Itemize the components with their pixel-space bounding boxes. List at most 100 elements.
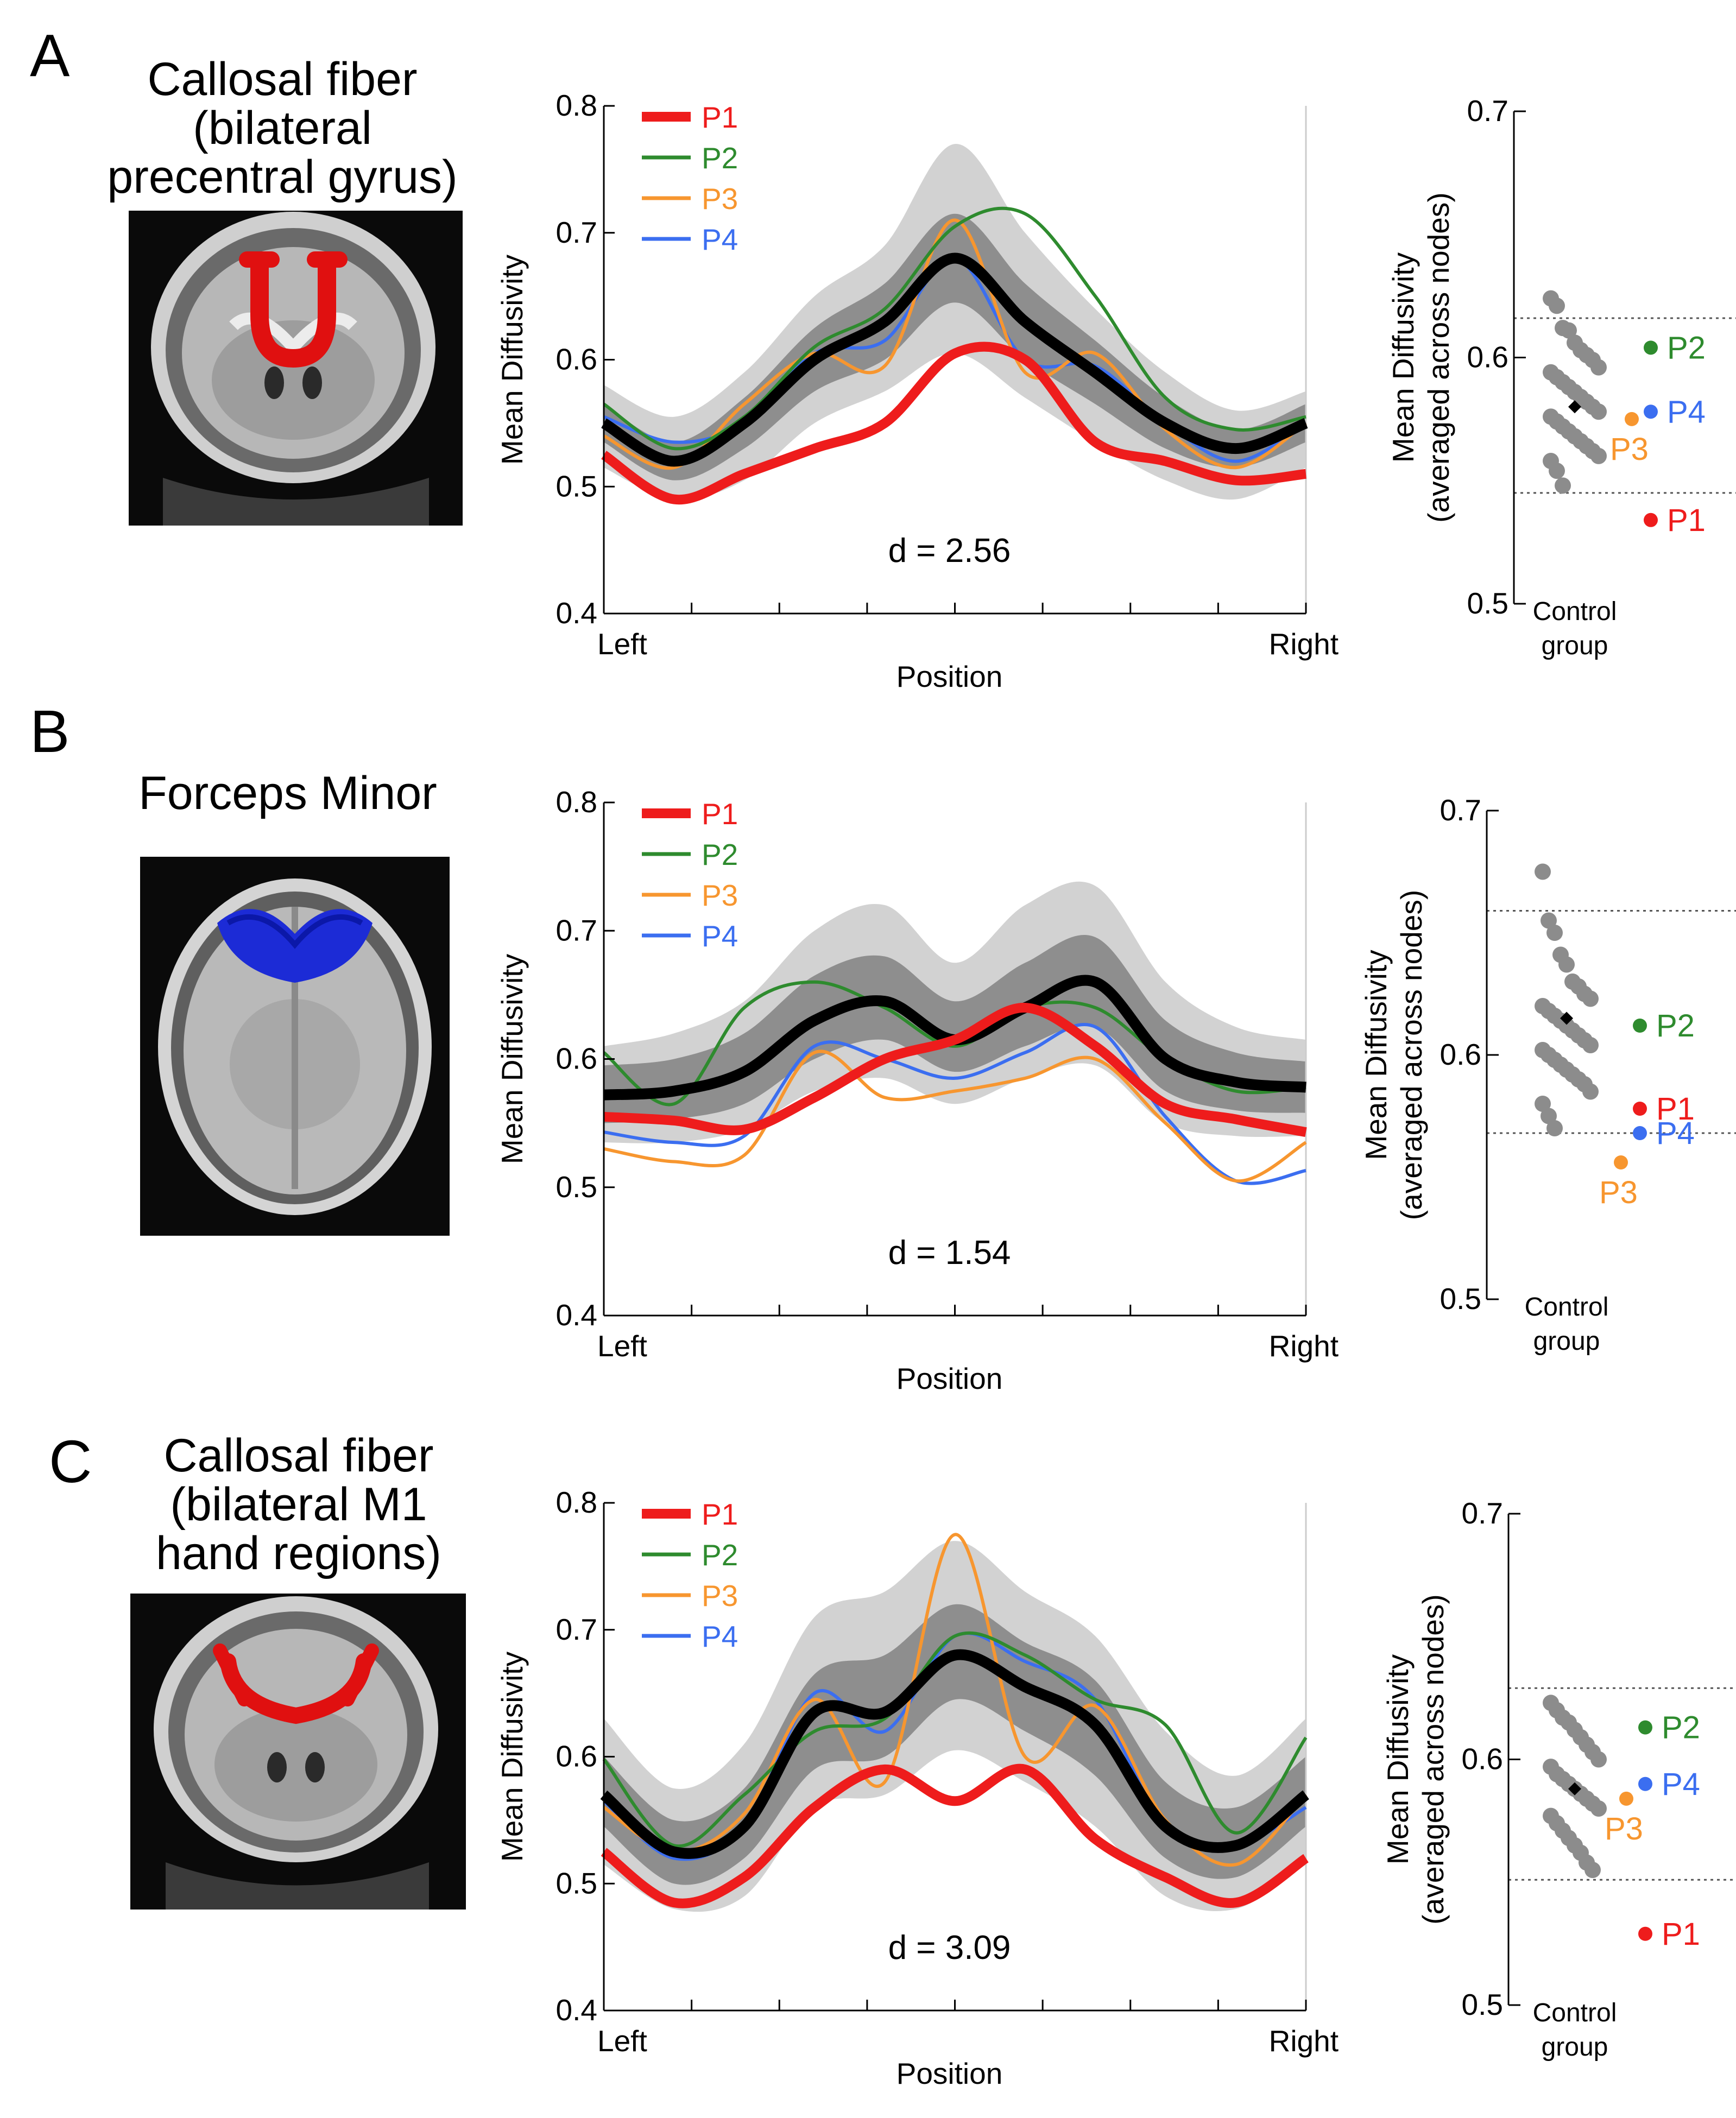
control-group-label: Control [1533,1999,1617,2027]
legend-label-p2: P2 [702,141,738,175]
control-group-label: Control [1533,597,1617,626]
patient-point-p3 [1625,412,1639,426]
series-line-p1 [601,342,1306,505]
control-mean-line [601,252,1308,467]
patient-label-p2: P2 [1667,330,1706,365]
scatter-y-axis-subtitle: (averaged across nodes) [1394,890,1428,1220]
control-point [1535,1096,1551,1112]
control-group-label: group [1542,631,1608,660]
control-point [1582,990,1599,1007]
control-band-inner [604,935,1306,1123]
control-mean-marker [1560,1011,1573,1025]
y-tick-label: 0.8 [556,1485,597,1519]
control-point [1535,863,1551,880]
patient-label-p4: P4 [1667,394,1706,429]
x-tick-label-right: Right [1269,2024,1339,2058]
y-tick-label: 0.8 [556,88,597,122]
patient-point-p3 [1614,1155,1628,1169]
series-line-p1 [603,1002,1307,1137]
control-point [1585,1862,1601,1879]
y-tick-label: 0.7 [1440,793,1481,827]
patient-point-p1 [1644,513,1658,527]
scatter-y-axis-title: Mean Diffusivity [1386,252,1420,463]
x-axis-title: Position [897,1362,1003,1395]
control-band-inner [604,1604,1306,1885]
y-tick-label: 0.5 [1462,1988,1503,2021]
patient-point-p1 [1638,1926,1652,1941]
patient-point-p4 [1633,1126,1647,1140]
y-tick-label: 0.5 [556,469,597,503]
patient-point-p2 [1644,340,1658,355]
series-line-p4 [603,1022,1306,1185]
y-tick-label: 0.6 [1440,1038,1481,1071]
x-tick-label-right: Right [1269,1329,1339,1363]
y-axis-title: Mean Diffusivity [495,953,529,1164]
patient-point-p3 [1619,1791,1633,1806]
profile-chart-c: 0.4 0.5 0.6 0.7 0.8 Left Right Position Mean Dif… [495,1485,1339,2090]
patient-point-p4 [1644,404,1658,419]
y-tick-label: 0.7 [556,913,597,947]
control-point [1582,1037,1599,1053]
patient-point-p4 [1638,1776,1652,1791]
series-line-p1 [601,1763,1309,1908]
legend-label-p1: P1 [702,1497,738,1531]
scatter-y-axis-title: Mean Diffusivity [1359,950,1393,1160]
y-tick-label: 0.4 [556,1298,597,1332]
tract-title-a: Callosal fiber (bilateral precentral gyr… [107,53,457,203]
control-point [1561,322,1577,339]
legend-label-p3: P3 [702,1579,738,1613]
brain-image-b [140,857,450,1236]
scatter-chart-b: 0.5 0.6 0.7 Mean Diffusivity (averaged acros… [1359,793,1736,1356]
control-mean-line [600,1649,1310,1859]
control-mean-marker [1568,400,1581,414]
y-tick-label: 0.5 [1467,586,1508,620]
control-point [1546,1120,1563,1136]
y-tick-label: 0.7 [556,1613,597,1646]
tract-title-line: (bilateral [193,102,372,154]
scatter-y-axis-subtitle: (averaged across nodes) [1422,192,1455,522]
legend-label-p3: P3 [702,878,738,912]
patient-point-p1 [1633,1102,1647,1116]
panel-letter-a: A [30,22,70,89]
legend-label-p1: P1 [702,797,738,831]
control-mean-marker [1568,1782,1581,1795]
y-tick-label: 0.8 [556,785,597,819]
control-point [1590,403,1607,420]
patient-label-p1: P1 [1656,1091,1695,1127]
effect-size-label: d = 1.54 [888,1234,1011,1272]
x-tick-label-left: Left [597,2024,647,2058]
brain-image-a [129,211,463,526]
legend-label-p2: P2 [702,838,738,871]
scatter-chart-a: 0.5 0.6 0.7 Mean Diffusivity (averaged acros… [1386,94,1736,660]
patient-point-p2 [1633,1019,1647,1033]
effect-size-label: d = 2.56 [888,532,1011,570]
scatter-y-axis-title: Mean Diffusivity [1381,1654,1415,1864]
scatter-y-axis-subtitle: (averaged across nodes) [1416,1594,1450,1924]
patient-label-p3: P3 [1610,432,1649,467]
patient-label-p1: P1 [1662,1917,1700,1952]
y-tick-label: 0.4 [556,1993,597,2027]
control-group-label: Control [1525,1293,1609,1322]
control-band-inner [604,213,1306,480]
x-tick-label-left: Left [597,627,647,661]
y-tick-label: 0.7 [1462,1496,1503,1530]
scatter-chart-c: 0.5 0.6 0.7 Mean Diffusivity (averaged acros… [1381,1496,1736,2062]
legend-label-p4: P4 [702,919,738,953]
panel-letter-c: C [49,1428,92,1495]
tract-title-line: Callosal fiber [147,53,417,105]
legend-label-p3: P3 [702,182,738,216]
control-point [1541,912,1557,929]
patient-label-p2: P2 [1662,1710,1700,1746]
tract-title-line: hand regions) [156,1527,441,1579]
y-tick-label: 0.6 [1462,1742,1503,1776]
x-axis-title: Position [897,2057,1003,2090]
y-tick-label: 0.7 [556,216,597,249]
control-point [1590,1800,1607,1817]
legend-label-p1: P1 [702,100,738,134]
control-point [1549,298,1565,314]
control-point [1546,925,1563,941]
series-line-p2 [603,206,1306,451]
control-point [1590,447,1607,464]
y-tick-label: 0.6 [556,343,597,376]
